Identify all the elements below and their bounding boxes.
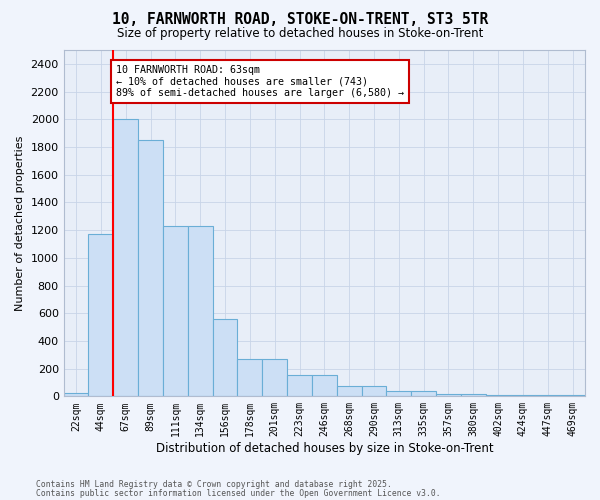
- Bar: [262, 359, 287, 397]
- Text: Contains HM Land Registry data © Crown copyright and database right 2025.: Contains HM Land Registry data © Crown c…: [36, 480, 392, 489]
- Bar: [362, 386, 386, 396]
- Bar: [411, 391, 436, 396]
- Bar: [461, 394, 485, 396]
- Bar: [337, 386, 362, 396]
- Bar: [511, 395, 535, 396]
- Bar: [485, 395, 511, 396]
- Text: 10, FARNWORTH ROAD, STOKE-ON-TRENT, ST3 5TR: 10, FARNWORTH ROAD, STOKE-ON-TRENT, ST3 …: [112, 12, 488, 28]
- Bar: [188, 226, 212, 396]
- Bar: [312, 375, 337, 396]
- Text: Contains public sector information licensed under the Open Government Licence v3: Contains public sector information licen…: [36, 489, 440, 498]
- Bar: [386, 391, 411, 396]
- Bar: [436, 394, 461, 396]
- Bar: [535, 395, 560, 396]
- Text: Size of property relative to detached houses in Stoke-on-Trent: Size of property relative to detached ho…: [117, 28, 483, 40]
- Bar: [287, 375, 312, 396]
- Bar: [64, 393, 88, 396]
- Bar: [138, 140, 163, 396]
- Text: 10 FARNWORTH ROAD: 63sqm
← 10% of detached houses are smaller (743)
89% of semi-: 10 FARNWORTH ROAD: 63sqm ← 10% of detach…: [116, 65, 404, 98]
- Bar: [560, 395, 585, 396]
- Bar: [212, 319, 238, 396]
- Bar: [163, 226, 188, 396]
- Bar: [113, 120, 138, 396]
- Y-axis label: Number of detached properties: Number of detached properties: [15, 136, 25, 311]
- Bar: [238, 359, 262, 397]
- X-axis label: Distribution of detached houses by size in Stoke-on-Trent: Distribution of detached houses by size …: [155, 442, 493, 455]
- Bar: [88, 234, 113, 396]
